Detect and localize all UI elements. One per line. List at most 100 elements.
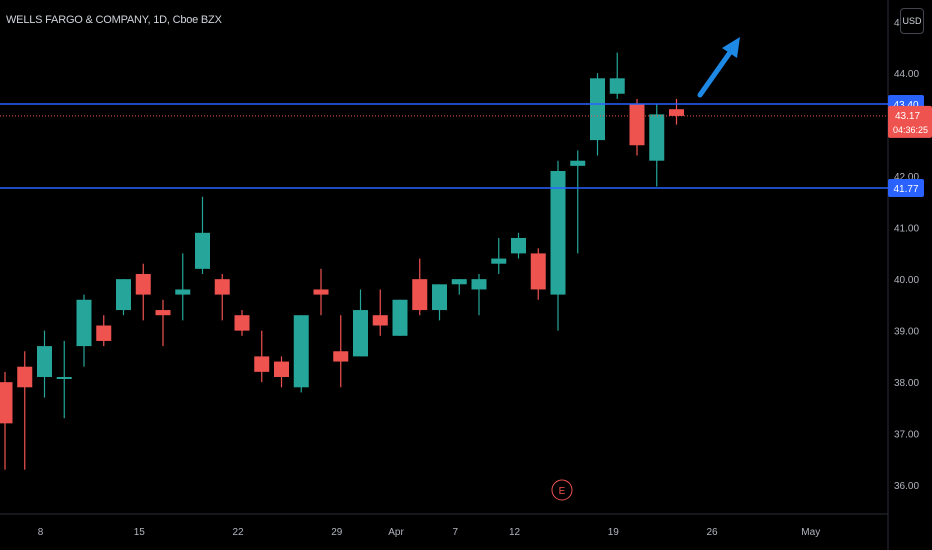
candle bbox=[372, 289, 388, 336]
trend-arrow-head[interactable] bbox=[722, 37, 740, 58]
candle bbox=[96, 315, 112, 347]
symbol-title[interactable]: WELLS FARGO & COMPANY, 1D, Cboe BZX bbox=[6, 14, 222, 26]
candle-body bbox=[195, 232, 210, 269]
candle-body bbox=[17, 366, 33, 388]
candle-body bbox=[37, 346, 52, 378]
candle bbox=[511, 232, 526, 259]
currency-button[interactable]: USD bbox=[900, 8, 924, 34]
candle bbox=[392, 299, 408, 336]
candle-body bbox=[353, 310, 368, 357]
price-tick-label: 37.00 bbox=[894, 430, 919, 441]
time-label: 12 bbox=[509, 527, 521, 538]
earnings-marker-circle[interactable] bbox=[551, 479, 573, 501]
trend-arrow-shaft[interactable] bbox=[697, 48, 734, 98]
candle bbox=[76, 294, 92, 367]
candle bbox=[649, 104, 665, 187]
candle bbox=[17, 351, 33, 470]
time-label: 8 bbox=[38, 527, 44, 538]
candle bbox=[116, 279, 131, 316]
candle bbox=[37, 330, 52, 398]
horizontal-line-price-label: 43.40 bbox=[893, 100, 918, 111]
candle-body bbox=[412, 279, 428, 311]
candle-body bbox=[96, 325, 112, 341]
candle bbox=[135, 263, 151, 321]
horizontal-line-price-label: 41.77 bbox=[893, 184, 918, 195]
candle bbox=[451, 279, 467, 295]
candle-body bbox=[313, 289, 329, 295]
candle-body bbox=[372, 315, 388, 326]
candle bbox=[590, 73, 605, 156]
price-tick-label: 41.00 bbox=[894, 224, 919, 235]
price-tick-label: 42.00 bbox=[894, 172, 919, 183]
candle-body bbox=[451, 279, 467, 285]
candle-body bbox=[570, 160, 586, 166]
candle bbox=[274, 356, 289, 388]
candle bbox=[491, 237, 507, 275]
candle-body bbox=[511, 237, 526, 254]
trend-arrow[interactable] bbox=[697, 37, 740, 98]
candle-body bbox=[116, 279, 131, 311]
candle-body bbox=[649, 114, 665, 161]
price-tick-label: 45 bbox=[894, 18, 906, 29]
candle-body bbox=[471, 279, 487, 290]
candle bbox=[669, 98, 684, 125]
candle-body bbox=[274, 361, 289, 378]
time-axis[interactable]: 8 15 22 29 Apr 7 12 19 26 May bbox=[38, 527, 820, 538]
candle bbox=[333, 315, 349, 388]
candle bbox=[155, 299, 171, 347]
candle bbox=[353, 289, 368, 357]
candle bbox=[234, 310, 250, 336]
candle-body bbox=[590, 78, 605, 141]
candle-body bbox=[669, 109, 684, 116]
candle-body bbox=[76, 299, 92, 347]
candle-body bbox=[392, 299, 408, 336]
time-label: 29 bbox=[331, 527, 343, 538]
candle-body bbox=[254, 356, 270, 372]
price-tick-label: 39.00 bbox=[894, 327, 919, 338]
candle bbox=[214, 274, 230, 321]
candle-body bbox=[135, 274, 151, 295]
candle bbox=[313, 268, 329, 316]
candle bbox=[432, 284, 447, 321]
earnings-marker[interactable]: E bbox=[551, 479, 573, 501]
candle bbox=[254, 330, 270, 383]
candle bbox=[175, 253, 191, 321]
price-tick-label: 40.00 bbox=[894, 275, 919, 286]
candle-body bbox=[293, 315, 309, 388]
candle-body bbox=[0, 382, 13, 424]
earnings-marker-label[interactable]: E bbox=[559, 486, 566, 497]
candle bbox=[0, 371, 13, 470]
price-tick-label: 44.00 bbox=[894, 69, 919, 80]
candles-layer bbox=[0, 52, 684, 470]
candle bbox=[471, 274, 487, 316]
candle-body bbox=[629, 104, 645, 146]
time-label: 15 bbox=[134, 527, 146, 538]
candle-body bbox=[333, 351, 349, 362]
price-tick-label: 38.00 bbox=[894, 378, 919, 389]
candle-body bbox=[530, 253, 546, 290]
current-price-label: 43.17 bbox=[895, 111, 920, 122]
candle-body bbox=[609, 78, 625, 94]
current-price-tag[interactable] bbox=[888, 105, 932, 138]
time-label: Apr bbox=[388, 527, 404, 538]
price-axis[interactable]: 36.00 37.00 38.00 39.00 40.00 41.00 42.00 44.00… bbox=[894, 18, 919, 492]
candle bbox=[570, 150, 586, 254]
candle bbox=[412, 258, 428, 316]
horizontal-line-price-tag[interactable] bbox=[888, 179, 924, 197]
time-label: May bbox=[801, 527, 820, 538]
time-label: 7 bbox=[452, 527, 458, 538]
candle-body bbox=[234, 315, 250, 331]
candle bbox=[550, 160, 566, 331]
candle bbox=[609, 52, 625, 99]
candle-body bbox=[432, 284, 447, 311]
time-label: 26 bbox=[706, 527, 718, 538]
candle bbox=[293, 315, 309, 393]
candle bbox=[530, 248, 546, 300]
time-label: 22 bbox=[232, 527, 244, 538]
candle bbox=[629, 98, 645, 156]
candle-body bbox=[175, 289, 191, 295]
countdown-label: 04:36:25 bbox=[893, 125, 928, 135]
horizontal-lines-layer[interactable]: 43.40 41.77 43.17 04:36:25 bbox=[0, 95, 932, 197]
price-tick-label: 36.00 bbox=[894, 481, 919, 492]
